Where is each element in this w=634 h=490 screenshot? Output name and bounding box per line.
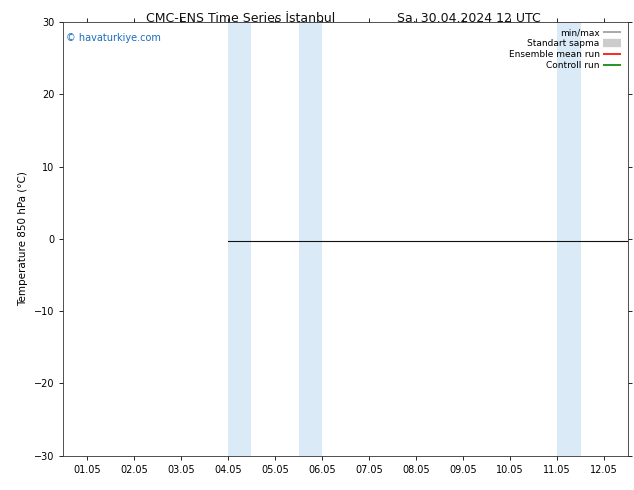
Text: Sa. 30.04.2024 12 UTC: Sa. 30.04.2024 12 UTC — [398, 12, 541, 25]
Legend: min/max, Standart sapma, Ensemble mean run, Controll run: min/max, Standart sapma, Ensemble mean r… — [507, 26, 623, 72]
Bar — [557, 22, 581, 456]
Bar — [628, 22, 634, 456]
Bar — [299, 22, 322, 456]
Text: CMC-ENS Time Series İstanbul: CMC-ENS Time Series İstanbul — [146, 12, 335, 25]
Bar — [228, 22, 252, 456]
Text: © havaturkiye.com: © havaturkiye.com — [66, 33, 161, 43]
Y-axis label: Temperature 850 hPa (°C): Temperature 850 hPa (°C) — [18, 172, 29, 306]
